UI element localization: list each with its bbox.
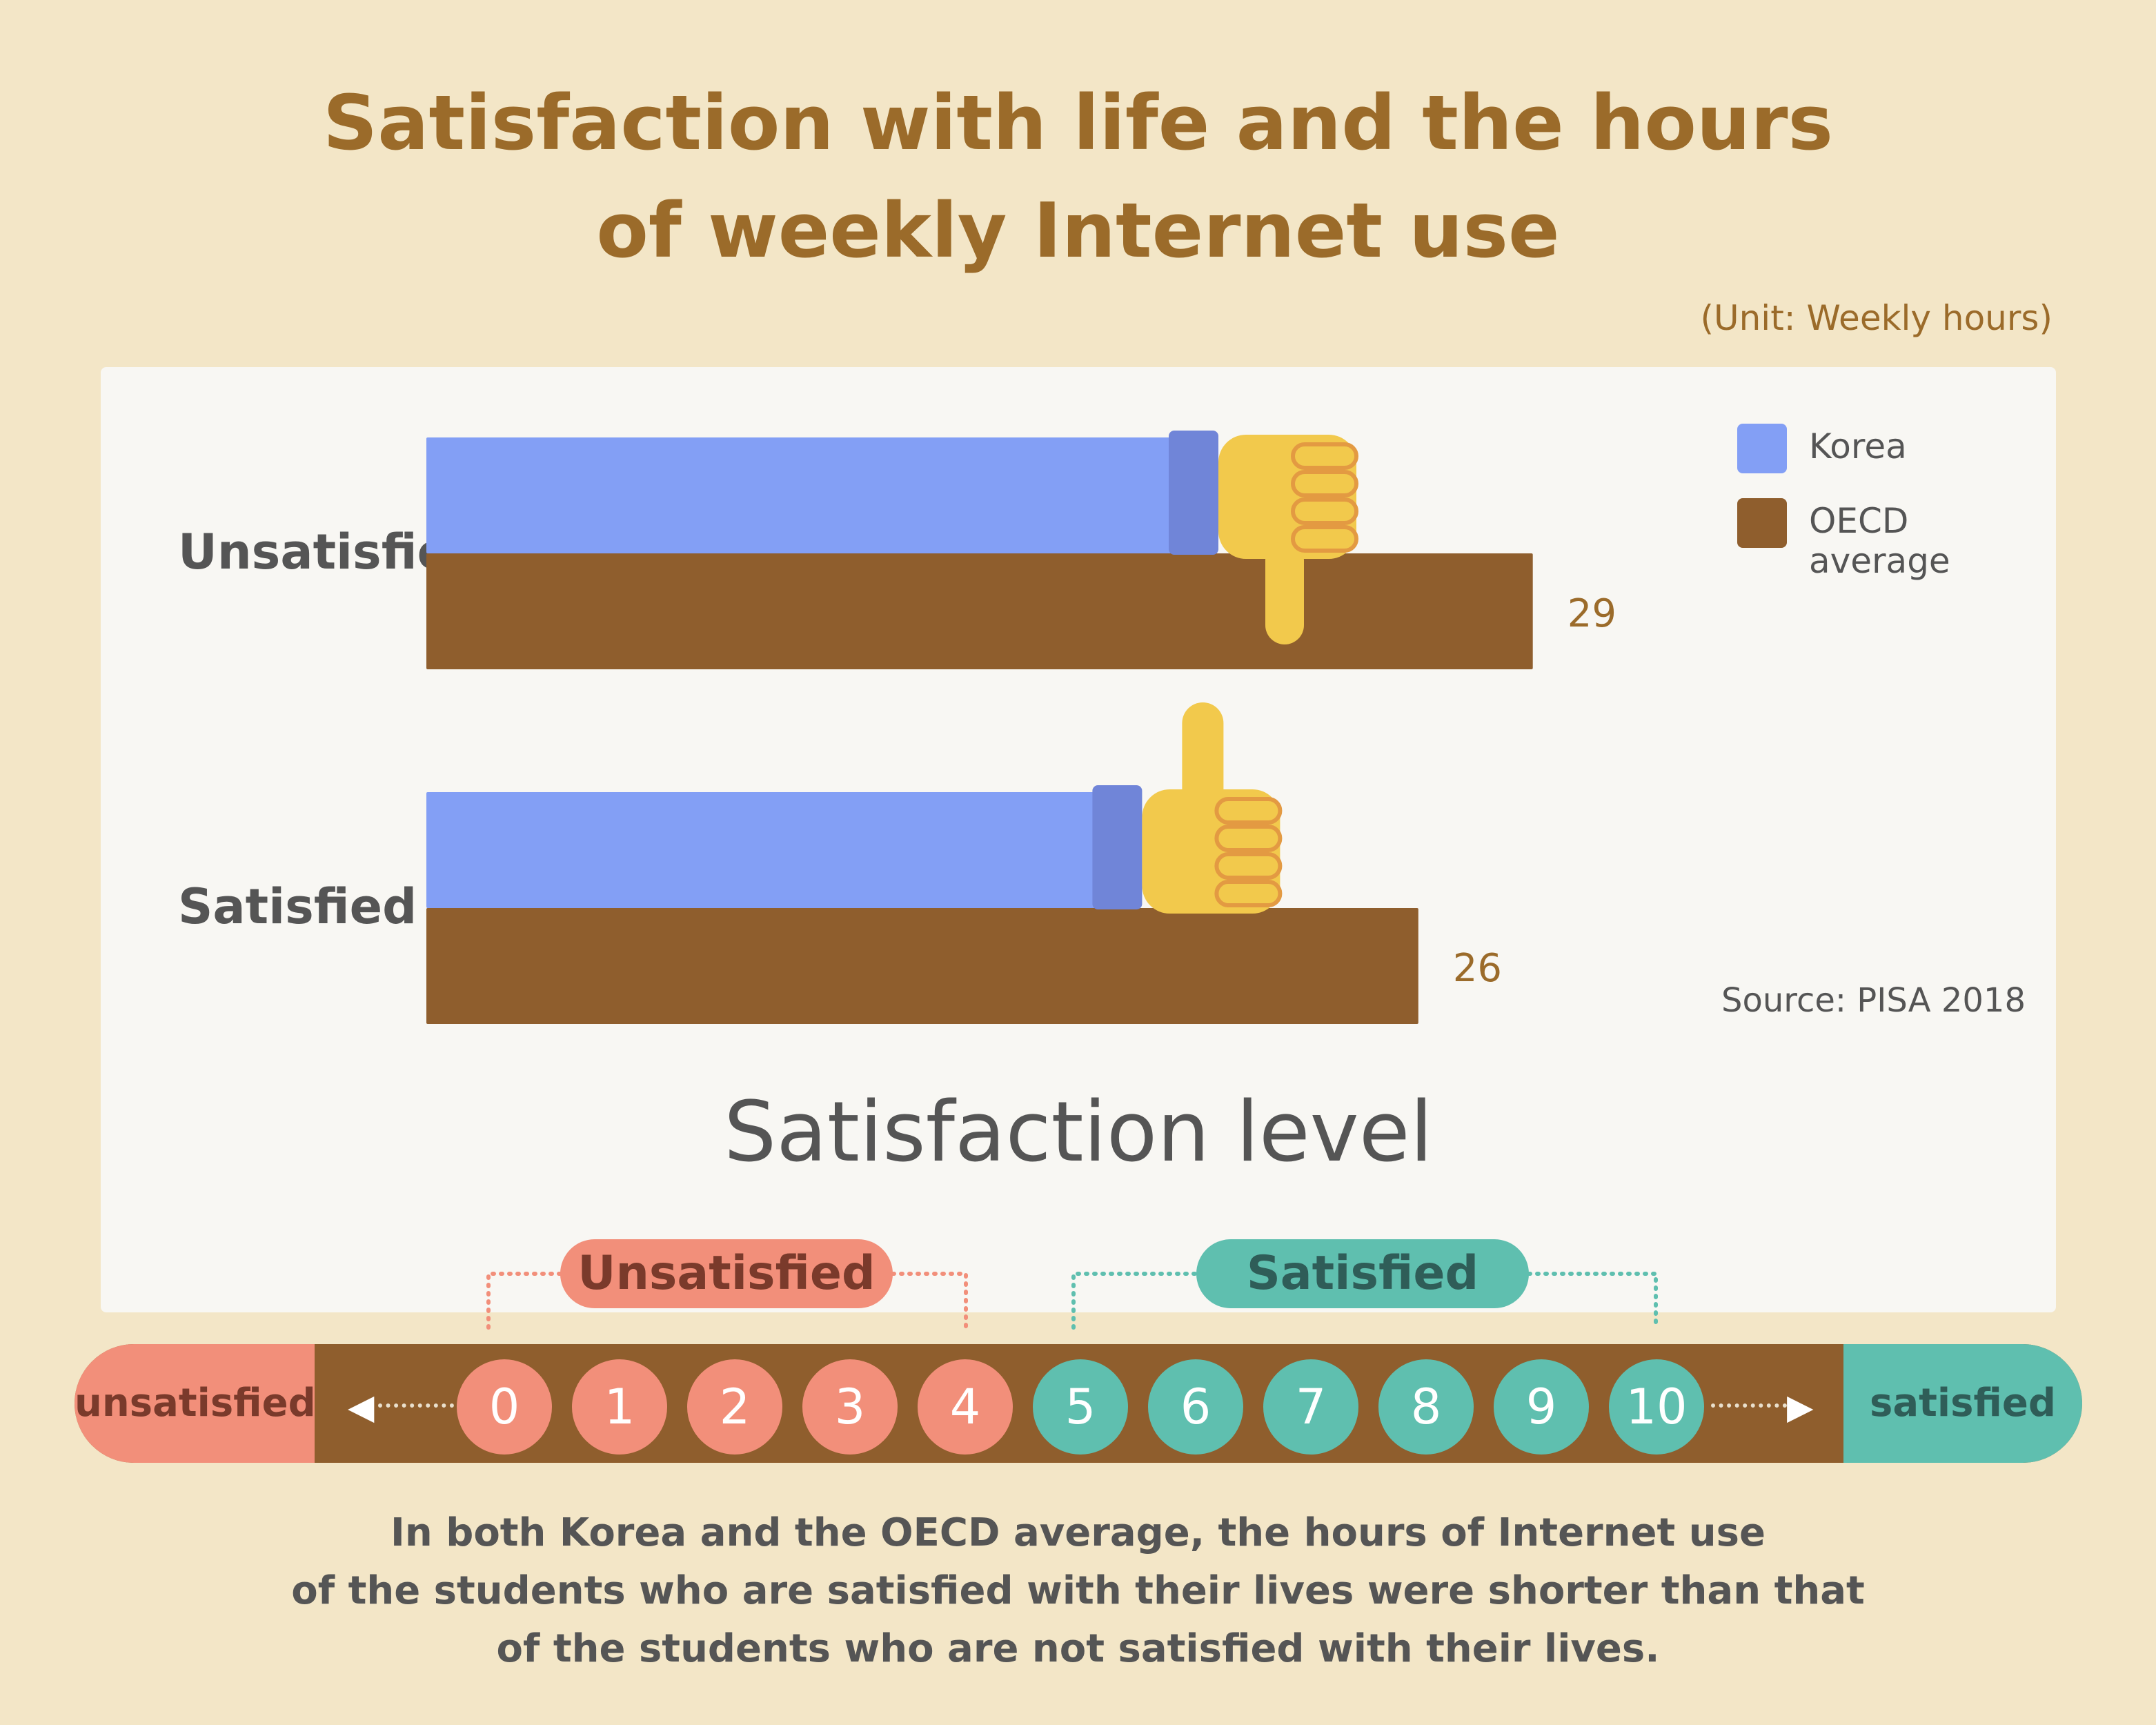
scale-number-4: 4 <box>918 1359 1013 1455</box>
scale-number-3: 3 <box>802 1359 898 1455</box>
title-line-1: Satisfaction with life and the hours <box>323 79 1833 167</box>
scale-number-7: 7 <box>1263 1359 1358 1455</box>
left-arrow-icon: ◀ <box>348 1387 375 1427</box>
bar-unsatisfied-oecd-average <box>426 553 1533 669</box>
legend-swatch-korea <box>1737 424 1787 473</box>
scale-left-end-label: unsatisfied <box>75 1344 316 1463</box>
scale-number-2: 2 <box>687 1359 782 1455</box>
bar-chart: Unsatisfied2029Satisfied1826 <box>178 431 1616 1024</box>
value-label-satisfied-oecd-average: 26 <box>1453 946 1502 991</box>
scale-number-9: 9 <box>1494 1359 1589 1455</box>
legend-label-korea: Korea <box>1809 426 1907 466</box>
right-arrow-icon: ▶ <box>1787 1387 1814 1427</box>
unit-label: (Unit: Weekly hours) <box>1700 298 2053 338</box>
footer-line-3: of the students who are not satisfied wi… <box>496 1626 1660 1671</box>
bar-satisfied-korea <box>426 792 1114 908</box>
footer-line-2: of the students who are satisfied with t… <box>291 1568 1865 1613</box>
footer-line-1: In both Korea and the OECD average, the … <box>390 1510 1766 1555</box>
right-dotted-line <box>1711 1403 1787 1408</box>
thumbs-down-icon <box>1169 431 1358 644</box>
bar-satisfied-oecd-average <box>426 908 1418 1024</box>
category-label-satisfied: Satisfied <box>178 878 417 935</box>
thumbs-up-icon <box>1092 702 1283 914</box>
unsatisfied-group-pill: Unsatisfied <box>560 1239 893 1308</box>
scale-number-8: 8 <box>1378 1359 1474 1455</box>
bar-unsatisfied-korea <box>426 437 1189 553</box>
chart-panel: Unsatisfied2029Satisfied1826 Korea OECD … <box>101 367 2056 1312</box>
scale-number-6: 6 <box>1148 1359 1243 1455</box>
scale-right-end-label: satisfied <box>1843 1344 2082 1463</box>
page-title: Satisfaction with life and the hours of … <box>0 69 2156 284</box>
scale-number-10: 10 <box>1609 1359 1704 1455</box>
value-label-unsatisfied-oecd-average: 29 <box>1567 591 1616 636</box>
source-note: Source: PISA 2018 <box>1721 981 2026 1020</box>
legend-swatch-oecd <box>1737 498 1787 548</box>
legend-label-oecd: OECD average <box>1809 501 1950 581</box>
footer-note: In both Korea and the OECD average, the … <box>0 1504 2156 1678</box>
title-line-2: of weekly Internet use <box>596 186 1560 275</box>
scale-number-5: 5 <box>1033 1359 1128 1455</box>
scale-number-0: 0 <box>457 1359 552 1455</box>
left-dotted-line <box>378 1403 454 1408</box>
satisfied-group-pill: Satisfied <box>1196 1239 1529 1308</box>
satisfaction-level-heading: Satisfaction level <box>724 1085 1433 1181</box>
scale-number-1: 1 <box>572 1359 667 1455</box>
